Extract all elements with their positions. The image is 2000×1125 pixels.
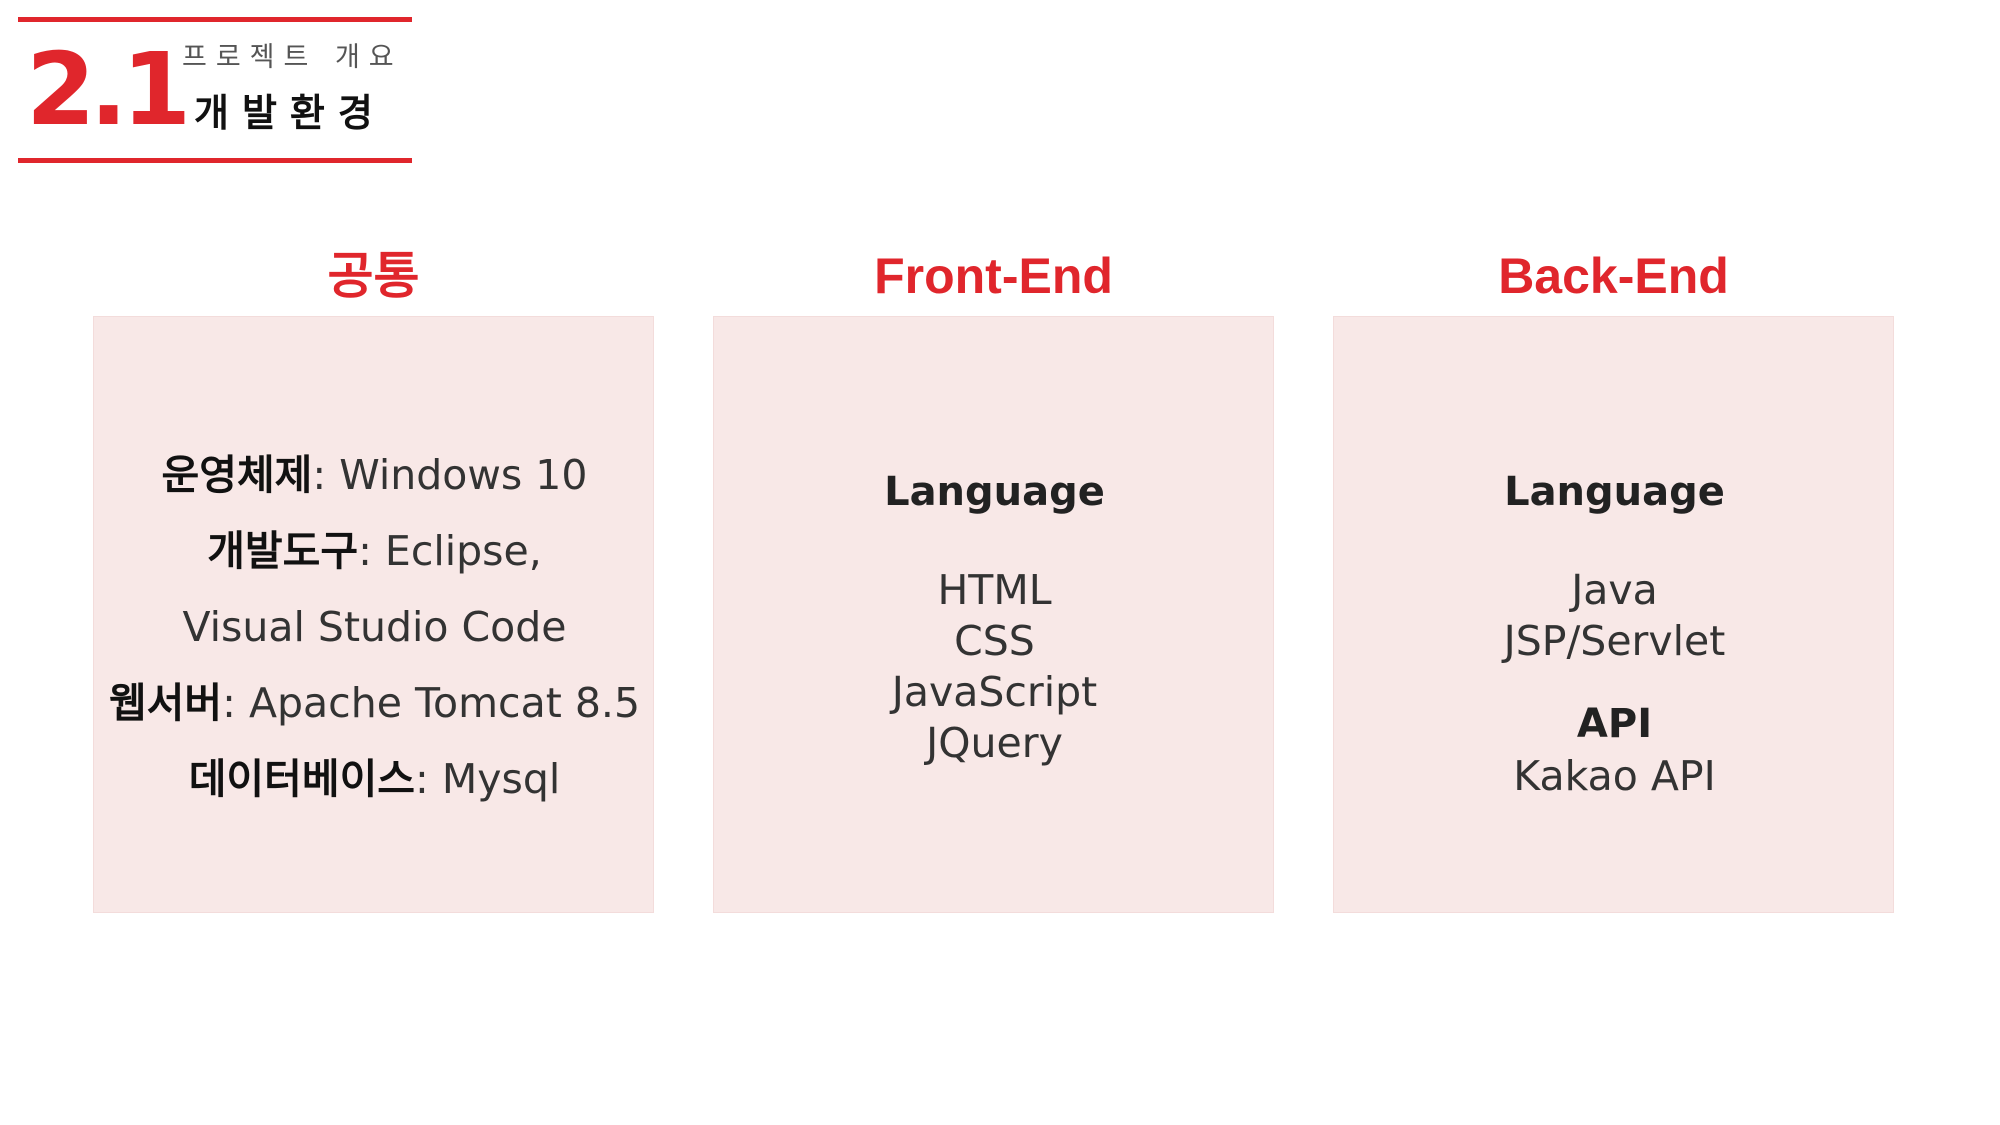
row-tools-cont-value: Visual Studio Code: [182, 603, 567, 651]
row-os-value: : Windows 10: [312, 451, 588, 499]
panel-backend: Language Java JSP/Servlet API Kakao API: [1333, 316, 1894, 913]
frontend-language-item: HTML: [937, 566, 1052, 614]
column-heading-common: 공통: [327, 248, 420, 304]
backend-api-label: API: [1576, 701, 1653, 747]
backend-api-item: Kakao API: [1513, 752, 1716, 800]
row-os: 운영체제: Windows 10: [94, 437, 655, 513]
row-tools: 개발도구: Eclipse,: [94, 513, 655, 589]
panel-common-content: 운영체제: Windows 10 개발도구: Eclipse, Visual S…: [94, 437, 655, 817]
row-tools-cont: Visual Studio Code: [94, 589, 655, 665]
panel-common: 운영체제: Windows 10 개발도구: Eclipse, Visual S…: [93, 316, 654, 913]
row-database: 데이터베이스: Mysql: [94, 741, 655, 817]
panel-backend-content: Language Java JSP/Servlet API Kakao API: [1334, 465, 1895, 802]
row-os-label: 운영체제: [161, 451, 313, 499]
column-heading-frontend: Front-End: [874, 248, 1113, 304]
section-title: 개발환경: [194, 91, 386, 135]
row-database-label: 데이터베이스: [188, 755, 416, 803]
row-webserver: 웹서버: Apache Tomcat 8.5: [94, 665, 655, 741]
section-header: 2.1 프로젝트 개요 개발환경: [18, 17, 412, 163]
panel-frontend: Language HTML CSS JavaScript JQuery: [713, 316, 1274, 913]
section-number: 2.1: [26, 31, 191, 148]
frontend-language-label: Language: [884, 469, 1105, 515]
row-database-value: : Mysql: [415, 755, 561, 803]
header-bottom-rule: [18, 158, 412, 163]
backend-language-item: Java: [1571, 566, 1658, 614]
row-webserver-label: 웹서버: [108, 679, 223, 727]
frontend-language-item: JavaScript: [891, 668, 1098, 716]
section-subtitle: 프로젝트 개요: [182, 42, 403, 73]
panel-frontend-content: Language HTML CSS JavaScript JQuery: [714, 465, 1275, 769]
row-tools-label: 개발도구: [207, 527, 359, 575]
row-tools-value: : Eclipse,: [358, 527, 542, 575]
frontend-language-item: JQuery: [926, 719, 1063, 767]
backend-language-label: Language: [1504, 469, 1725, 515]
header-top-rule: [18, 17, 412, 22]
column-common: 공통 운영체제: Windows 10 개발도구: Eclipse, Visua…: [93, 236, 654, 913]
column-frontend: Front-End Language HTML CSS JavaScript J…: [713, 236, 1274, 913]
backend-language-item: JSP/Servlet: [1503, 617, 1726, 665]
column-backend: Back-End Language Java JSP/Servlet API K…: [1333, 236, 1894, 913]
column-heading-backend: Back-End: [1498, 248, 1729, 304]
row-webserver-value: : Apache Tomcat 8.5: [222, 679, 641, 727]
frontend-language-item: CSS: [954, 617, 1035, 665]
